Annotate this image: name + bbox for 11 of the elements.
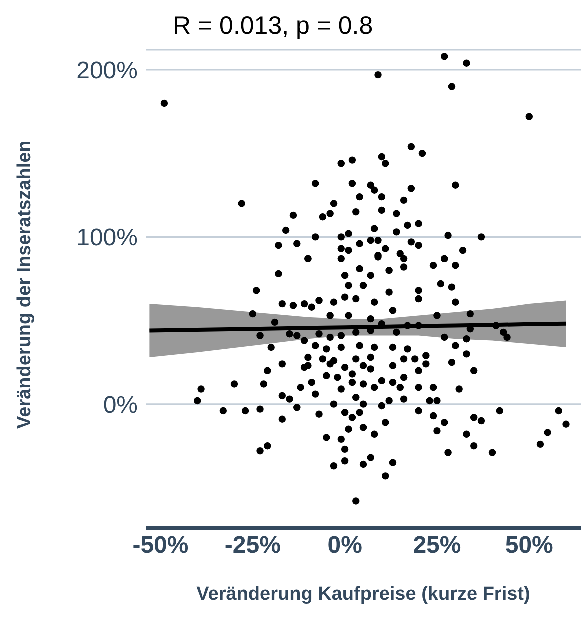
- y-tick-label: 100%: [76, 224, 138, 252]
- y-tick-label: 0%: [103, 392, 138, 419]
- x-tick-label: -25%: [224, 532, 281, 560]
- text: R = 0.013, p = 0.8: [173, 12, 374, 41]
- y-axis-title: Veränderung der Inseratszahlen: [14, 140, 36, 429]
- x-axis-title: Veränderung Kaufpreise (kurze Frist): [196, 584, 530, 605]
- y-tick-label: 200%: [76, 58, 138, 85]
- x-tick-label: -50%: [132, 532, 189, 560]
- x-tick-label: 0%: [328, 532, 362, 560]
- x-tick-label: 50%: [505, 532, 554, 560]
- x-tick-label: 25%: [413, 532, 462, 560]
